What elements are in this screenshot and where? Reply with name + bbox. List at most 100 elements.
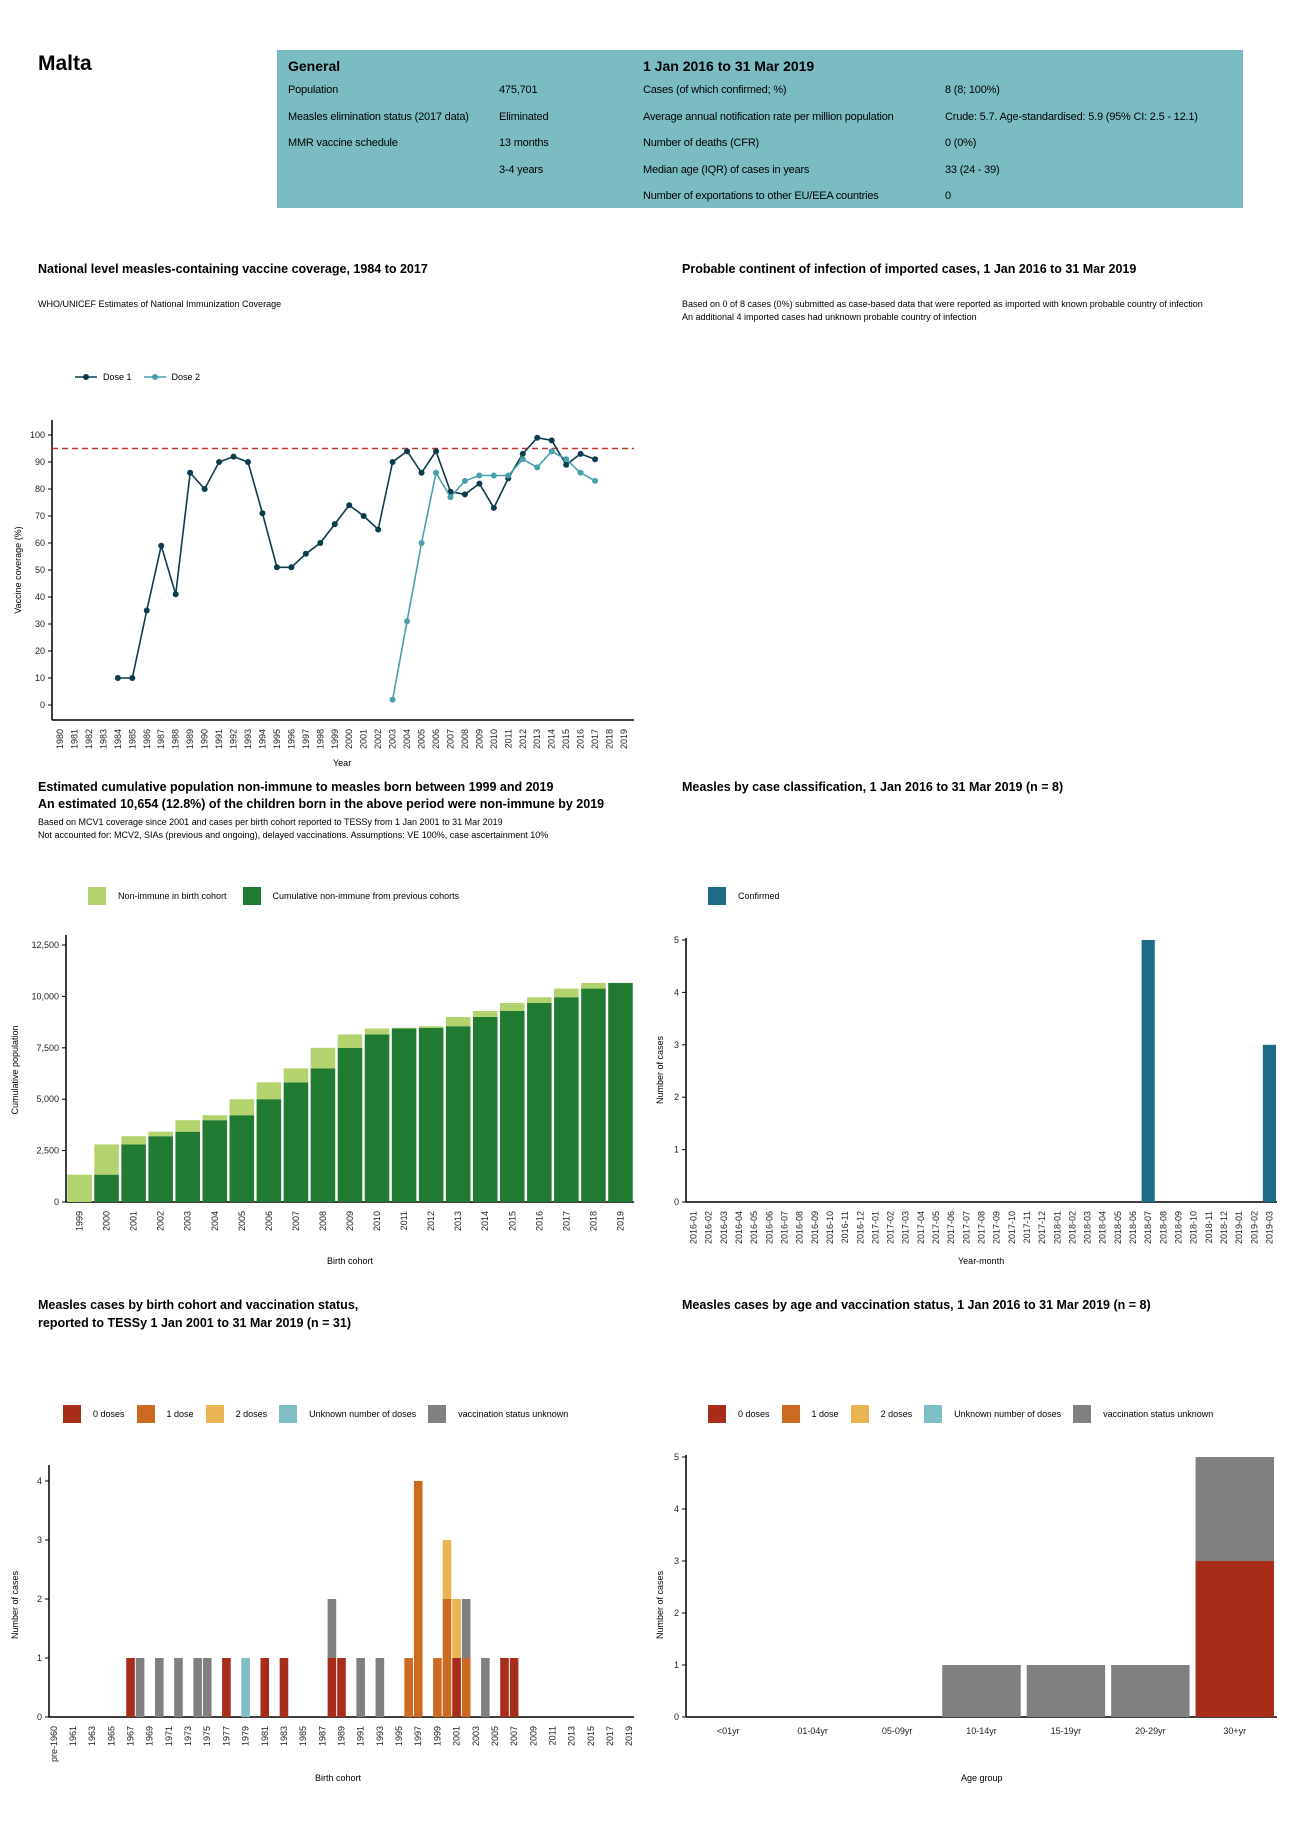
data-point-dose-1	[302, 550, 309, 557]
legend-label: 0 doses	[738, 1409, 770, 1419]
x-tick-label: 2003	[471, 1726, 481, 1746]
x-tick-label: 2002	[156, 1211, 166, 1231]
bar-segment-non-immune-in-birth-cohort	[581, 982, 606, 989]
x-tick-label: 1981	[69, 729, 79, 749]
x-tick-label: 2017-11	[1022, 1211, 1032, 1243]
y-tick-label: 4	[674, 987, 679, 997]
data-point-dose-1	[158, 542, 165, 549]
x-tick-label: 1999	[75, 1211, 85, 1231]
swatch-light-green	[88, 887, 106, 905]
bar-segment-vaccination-status-unknown	[942, 1665, 1021, 1717]
x-tick-label: 2004	[402, 729, 412, 749]
bar-segment-cumulative-non-immune-from-previous-cohorts	[229, 1115, 255, 1202]
data-point-dose-1	[534, 434, 541, 441]
y-tick-label: 2	[674, 1092, 679, 1102]
data-point-dose-1	[360, 513, 367, 519]
bar-segment-cumulative-non-immune-from-previous-cohorts	[310, 1068, 336, 1202]
x-tick-label: 1979	[241, 1726, 251, 1746]
legend-swatch	[136, 1405, 155, 1423]
x-tick-label: 1997	[413, 1726, 423, 1746]
y-tick-label: 4	[674, 1504, 679, 1514]
data-point-dose-1	[288, 564, 295, 571]
x-tick-label: 2009	[474, 729, 484, 749]
y-tick-label: 50	[35, 565, 45, 575]
data-point-dose-1	[563, 461, 570, 468]
y-tick-label: 7,500	[36, 1043, 59, 1053]
x-tick-label: 2016-11	[840, 1211, 850, 1243]
x-tick-label: 1987	[156, 729, 166, 749]
bar-segment-cumulative-non-immune-from-previous-cohorts	[472, 1016, 498, 1202]
x-tick-label: pre-1960	[49, 1726, 59, 1762]
x-tick-label: 2017	[561, 1211, 571, 1231]
x-tick-label: 2003	[183, 1211, 193, 1231]
data-point-dose-1	[317, 540, 324, 546]
legend-swatch	[1073, 1405, 1092, 1423]
x-tick-label: 2006	[431, 729, 441, 749]
bar-segment-non-immune-in-birth-cohort	[175, 1120, 200, 1132]
legend-confirmed: Confirmed	[708, 887, 780, 905]
x-tick-label: 2002	[373, 729, 383, 749]
x-tick-label: 2014	[480, 1211, 490, 1231]
legend-cumulative-previous: Cumulative non-immune from previous coho…	[242, 887, 459, 905]
data-point-dose-1	[230, 453, 237, 460]
bar-segment-1-dose	[433, 1658, 442, 1717]
x-tick-label: 2019	[624, 1726, 634, 1746]
data-point-dose-1	[375, 526, 382, 533]
data-point-dose-2	[447, 494, 454, 501]
cumulative-chart-subtitle: An estimated 10,654 (12.8%) of the child…	[38, 797, 605, 811]
x-tick-label: 1995	[394, 1726, 404, 1746]
y-tick-label: 40	[35, 592, 45, 602]
y-tick-label: 5	[674, 1452, 679, 1462]
bar-segment-cumulative-non-immune-from-previous-cohorts	[175, 1131, 200, 1202]
x-tick-label: 2017-08	[977, 1211, 987, 1244]
data-point-dose-1	[216, 459, 223, 465]
bar-segment-1-dose	[442, 1599, 452, 1717]
x-tick-label: 1992	[229, 729, 239, 749]
period-row-label: Average annual notification rate per mil…	[643, 110, 894, 123]
data-point-dose-1	[187, 469, 194, 476]
bar-segment-0-doses	[500, 1658, 509, 1717]
x-tick-label: 2017-01	[870, 1211, 880, 1244]
bar-segment-non-immune-in-birth-cohort	[202, 1115, 228, 1121]
data-point-dose-1	[331, 521, 338, 528]
bar-segment-vaccination-status-unknown	[461, 1599, 471, 1658]
x-tick-label: 2003	[388, 729, 398, 749]
series-line-dose-2	[391, 450, 596, 700]
cumulative-note-2: Not accounted for: MCV2, SIAs (previous …	[38, 830, 549, 840]
dose1-line-icon	[75, 374, 97, 380]
x-tick-label: 1984	[113, 729, 123, 749]
coverage-x-label: Year	[333, 758, 352, 768]
bar-segment-0-doses	[126, 1658, 135, 1717]
legend-label: Unknown number of doses	[954, 1409, 1062, 1419]
cumulative-legend: Non-immune in birth cohort Cumulative no…	[88, 887, 471, 905]
bar-segment-vaccination-status-unknown	[193, 1658, 202, 1717]
general-row-value: Eliminated	[499, 110, 549, 123]
x-tick-label: 2018-11	[1204, 1211, 1214, 1243]
data-point-dose-2	[548, 448, 555, 455]
x-tick-label: 2018-12	[1219, 1211, 1229, 1244]
x-tick-label: 2018-07	[1143, 1211, 1153, 1244]
bar-segment-0-doses	[337, 1658, 346, 1717]
x-tick-label: 2016-06	[764, 1211, 774, 1244]
data-point-dose-1	[592, 456, 599, 463]
data-point-dose-1	[404, 448, 411, 455]
y-tick-label: 30	[35, 619, 45, 629]
x-tick-label: 2005	[490, 1726, 500, 1746]
x-tick-label: 2016	[534, 1211, 544, 1231]
data-point-dose-1	[519, 450, 526, 457]
bar-segment-non-immune-in-birth-cohort	[445, 1016, 471, 1027]
bar-segment-non-immune-in-birth-cohort	[554, 988, 579, 998]
dose2-line-icon	[143, 374, 166, 380]
data-point-dose-1	[433, 448, 439, 455]
y-tick-label: 2	[37, 1594, 42, 1604]
bar-segment-vaccination-status-unknown	[1111, 1665, 1190, 1717]
legend-label: Unknown number of doses	[309, 1409, 417, 1419]
data-point-dose-2	[461, 477, 468, 484]
y-tick-label: 0	[54, 1197, 59, 1207]
x-tick-label: 1983	[98, 729, 108, 749]
bar-segment-non-immune-in-birth-cohort	[94, 1144, 119, 1175]
x-tick-label: 2008	[318, 1211, 328, 1231]
x-tick-label: 1963	[87, 1726, 97, 1746]
cohort-x-label: Birth cohort	[315, 1773, 362, 1783]
data-point-dose-2	[404, 618, 411, 625]
